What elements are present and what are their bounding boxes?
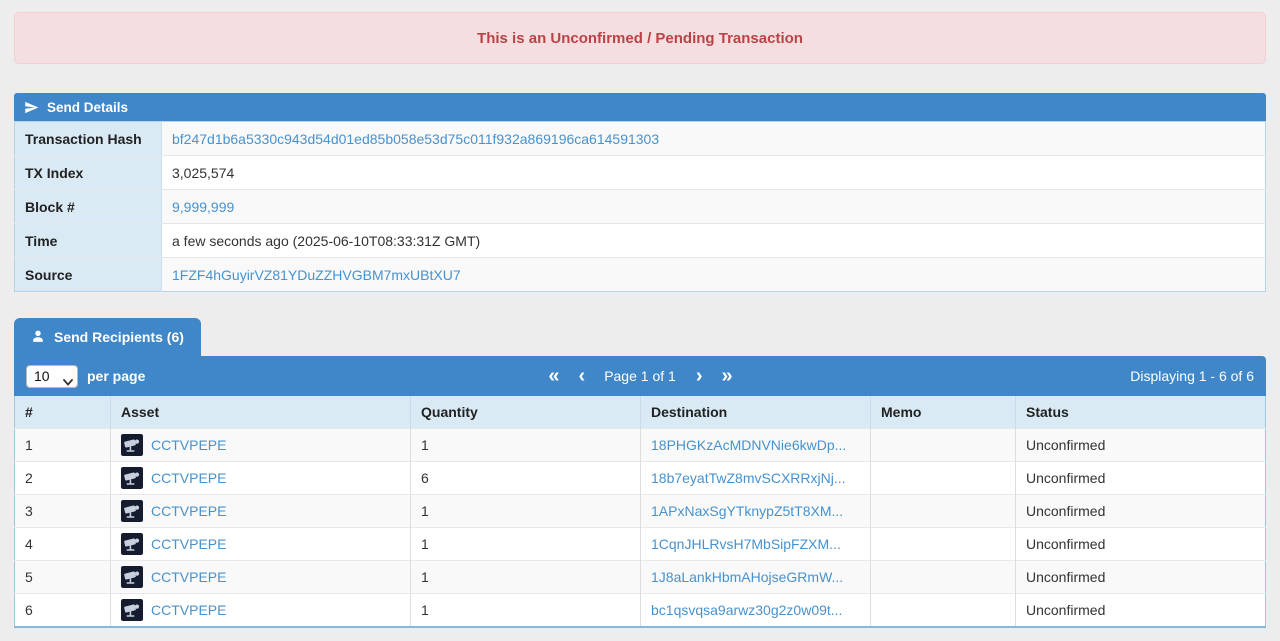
table-row: 2 CCTVPEPE 6 18b7eyatTwZ8mvSCXRRxjNj... … <box>14 461 1266 495</box>
time-value: a few seconds ago (2025-06-10T08:33:31Z … <box>161 223 1266 258</box>
asset-thumbnail-cctv-icon <box>121 467 143 489</box>
asset-link[interactable]: CCTVPEPE <box>151 536 227 552</box>
row-number: 2 <box>14 461 111 495</box>
table-row: 4 CCTVPEPE 1 1CqnJHLRvsH7MbSipFZXM... Un… <box>14 527 1266 561</box>
source-label: Source <box>14 257 162 292</box>
recipients-header-row: # Asset Quantity Destination Memo Status <box>14 396 1266 429</box>
row-number: 3 <box>14 494 111 528</box>
table-row: 6 CCTVPEPE 1 bc1qsvqsa9arwz30g2z0w09t...… <box>14 593 1266 627</box>
table-row: TX Index 3,025,574 <box>14 155 1266 190</box>
per-page-select[interactable]: 10 <box>26 364 78 388</box>
memo-value <box>870 560 1016 594</box>
recipients-table: # Asset Quantity Destination Memo Status… <box>14 396 1266 628</box>
column-header-destination: Destination <box>640 396 871 429</box>
tab-send-recipients[interactable]: Send Recipients (6) <box>14 318 201 356</box>
asset-link[interactable]: CCTVPEPE <box>151 503 227 519</box>
block-number-label: Block # <box>14 189 162 224</box>
send-details-header: Send Details <box>14 93 1266 121</box>
quantity-value: 1 <box>410 428 641 462</box>
destination-address-link[interactable]: bc1qsvqsa9arwz30g2z0w09t... <box>651 601 843 618</box>
asset-thumbnail-cctv-icon <box>121 533 143 555</box>
table-row: 3 CCTVPEPE 1 1APxNaxSgYTknypZ5tT8XM... U… <box>14 494 1266 528</box>
asset-link[interactable]: CCTVPEPE <box>151 437 227 453</box>
row-number: 6 <box>14 593 111 627</box>
status-value: Unconfirmed <box>1015 461 1266 495</box>
memo-value <box>870 428 1016 462</box>
table-row: Block # 9,999,999 <box>14 189 1266 224</box>
tx-index-value: 3,025,574 <box>161 155 1266 190</box>
send-details-table: Transaction Hash bf247d1b6a5330c943d54d0… <box>14 121 1266 292</box>
pagination-bar: 10 per page « ‹ Page 1 of 1 › » Displayi… <box>14 356 1266 396</box>
tx-index-label: TX Index <box>14 155 162 190</box>
asset-thumbnail-cctv-icon <box>121 434 143 456</box>
destination-address-link[interactable]: 1J8aLankHbmAHojseGRmW... <box>651 569 844 585</box>
status-value: Unconfirmed <box>1015 527 1266 561</box>
memo-value <box>870 461 1016 495</box>
asset-thumbnail-cctv-icon <box>121 500 143 522</box>
row-number: 4 <box>14 527 111 561</box>
quantity-value: 1 <box>410 560 641 594</box>
memo-value <box>870 527 1016 561</box>
asset-link[interactable]: CCTVPEPE <box>151 569 227 585</box>
pending-transaction-banner: This is an Unconfirmed / Pending Transac… <box>14 12 1266 64</box>
asset-link[interactable]: CCTVPEPE <box>151 470 227 486</box>
page-status: Page 1 of 1 <box>604 368 676 384</box>
last-page-button[interactable]: » <box>721 365 732 387</box>
asset-thumbnail-cctv-icon <box>121 566 143 588</box>
previous-page-button[interactable]: ‹ <box>578 365 586 387</box>
status-value: Unconfirmed <box>1015 428 1266 462</box>
next-page-button[interactable]: › <box>695 365 703 387</box>
destination-address-link[interactable]: 18b7eyatTwZ8mvSCXRRxjNj... <box>651 470 846 486</box>
column-header-asset: Asset <box>110 396 411 429</box>
column-header-quantity: Quantity <box>410 396 641 429</box>
table-row: Time a few seconds ago (2025-06-10T08:33… <box>14 223 1266 258</box>
user-icon <box>31 329 45 346</box>
asset-link[interactable]: CCTVPEPE <box>151 601 227 618</box>
send-details-title: Send Details <box>47 99 129 115</box>
source-address-link[interactable]: 1FZF4hGuyirVZ81YDuZZHVGBM7mxUBtXU7 <box>172 266 461 283</box>
asset-thumbnail-cctv-icon <box>121 598 143 621</box>
time-label: Time <box>14 223 162 258</box>
send-details-panel: Send Details Transaction Hash bf247d1b6a… <box>14 93 1266 292</box>
displaying-range: Displaying 1 - 6 of 6 <box>1130 368 1254 384</box>
quantity-value: 1 <box>410 593 641 627</box>
column-header-num: # <box>14 396 111 429</box>
destination-address-link[interactable]: 18PHGKzAcMDNVNie6kwDp... <box>651 437 847 453</box>
block-number-link[interactable]: 9,999,999 <box>172 198 235 215</box>
tx-hash-label: Transaction Hash <box>14 121 162 156</box>
status-value: Unconfirmed <box>1015 494 1266 528</box>
tab-send-recipients-label: Send Recipients (6) <box>54 329 184 345</box>
table-row: Source 1FZF4hGuyirVZ81YDuZZHVGBM7mxUBtXU… <box>14 257 1266 292</box>
destination-address-link[interactable]: 1APxNaxSgYTknypZ5tT8XM... <box>651 503 844 519</box>
quantity-value: 1 <box>410 527 641 561</box>
paper-plane-icon <box>24 100 39 115</box>
quantity-value: 1 <box>410 494 641 528</box>
per-page-label: per page <box>87 368 146 384</box>
column-header-status: Status <box>1015 396 1266 429</box>
table-row: 1 CCTVPEPE 1 18PHGKzAcMDNVNie6kwDp... Un… <box>14 428 1266 462</box>
table-row: 5 CCTVPEPE 1 1J8aLankHbmAHojseGRmW... Un… <box>14 560 1266 594</box>
memo-value <box>870 593 1016 627</box>
column-header-memo: Memo <box>870 396 1016 429</box>
pending-transaction-banner-text: This is an Unconfirmed / Pending Transac… <box>477 29 803 47</box>
first-page-button[interactable]: « <box>548 365 559 387</box>
quantity-value: 6 <box>410 461 641 495</box>
status-value: Unconfirmed <box>1015 593 1266 627</box>
row-number: 1 <box>14 428 111 462</box>
row-number: 5 <box>14 560 111 594</box>
destination-address-link[interactable]: 1CqnJHLRvsH7MbSipFZXM... <box>651 536 841 552</box>
memo-value <box>870 494 1016 528</box>
table-row: Transaction Hash bf247d1b6a5330c943d54d0… <box>14 121 1266 156</box>
status-value: Unconfirmed <box>1015 560 1266 594</box>
tx-hash-link[interactable]: bf247d1b6a5330c943d54d01ed85b058e53d75c0… <box>172 130 660 147</box>
send-recipients-section: Send Recipients (6) 10 per page « ‹ Page… <box>14 318 1266 628</box>
